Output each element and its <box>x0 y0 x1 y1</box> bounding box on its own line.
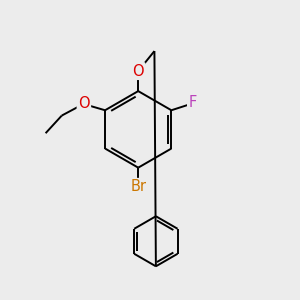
Text: O: O <box>132 64 144 79</box>
Text: Br: Br <box>130 179 146 194</box>
Text: F: F <box>188 95 197 110</box>
Text: O: O <box>78 96 90 111</box>
